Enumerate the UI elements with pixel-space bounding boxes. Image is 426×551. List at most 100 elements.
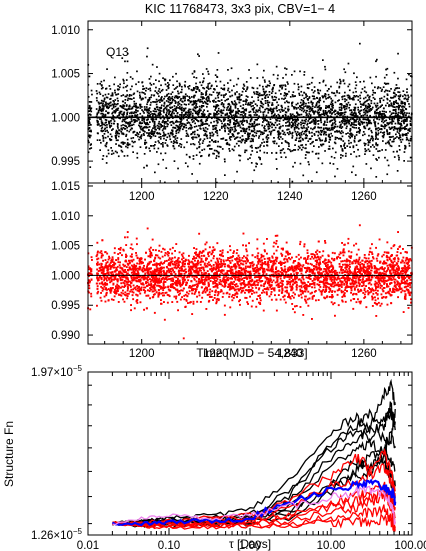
- data-point: [230, 295, 233, 298]
- data-point: [244, 141, 246, 144]
- data-point: [233, 145, 236, 148]
- data-point: [307, 115, 310, 117]
- data-point: [164, 276, 167, 279]
- data-point: [181, 283, 183, 286]
- data-point: [383, 131, 386, 134]
- data-point: [261, 124, 264, 127]
- data-point: [246, 134, 249, 136]
- data-point: [110, 120, 112, 122]
- data-point: [347, 62, 350, 65]
- data-point: [238, 259, 241, 261]
- data-point: [149, 121, 151, 123]
- data-point: [109, 139, 112, 142]
- data-point: [389, 138, 391, 141]
- data-point: [256, 151, 258, 153]
- data-point: [239, 159, 241, 162]
- data-point: [168, 134, 171, 137]
- data-point: [111, 260, 114, 263]
- data-point: [192, 158, 195, 160]
- data-point: [180, 125, 182, 128]
- data-point: [164, 127, 167, 130]
- data-point: [364, 106, 367, 108]
- data-point: [166, 136, 169, 139]
- data-point: [330, 128, 333, 131]
- data-point: [311, 89, 313, 91]
- data-point: [266, 120, 268, 122]
- data-point: [278, 145, 280, 147]
- data-point: [343, 142, 346, 145]
- data-point: [401, 108, 404, 110]
- data-point: [263, 132, 265, 134]
- data-point: [151, 129, 153, 131]
- data-point: [350, 255, 353, 258]
- data-point: [352, 109, 355, 111]
- data-point: [388, 132, 391, 134]
- data-point: [136, 294, 139, 297]
- data-point: [396, 263, 399, 265]
- data-point: [300, 104, 303, 106]
- data-point: [219, 110, 221, 113]
- data-point: [295, 126, 297, 128]
- data-point: [402, 112, 404, 115]
- data-point: [366, 124, 368, 127]
- data-point: [162, 109, 165, 112]
- data-point: [301, 137, 304, 140]
- data-point: [356, 131, 358, 134]
- data-point: [326, 121, 329, 123]
- data-point: [205, 98, 208, 100]
- data-point: [130, 94, 133, 97]
- data-point: [128, 143, 131, 146]
- data-point: [176, 291, 179, 294]
- data-point: [248, 289, 251, 292]
- data-point: [145, 89, 147, 92]
- data-point: [400, 108, 402, 111]
- data-point: [193, 101, 195, 103]
- data-point: [226, 270, 229, 272]
- data-point: [177, 131, 180, 134]
- data-point: [227, 259, 229, 261]
- data-point: [200, 96, 203, 98]
- data-point: [142, 92, 145, 94]
- data-point: [239, 299, 241, 301]
- data-point: [136, 90, 139, 93]
- data-point: [159, 133, 162, 136]
- data-point: [315, 102, 318, 104]
- data-point: [285, 114, 287, 117]
- data-point: [367, 141, 370, 144]
- data-point: [354, 262, 357, 265]
- data-point: [291, 117, 294, 120]
- data-point: [252, 105, 254, 107]
- data-point: [204, 101, 207, 104]
- data-point: [188, 85, 191, 87]
- data-point: [288, 145, 290, 147]
- data-point: [287, 276, 290, 278]
- data-point: [268, 295, 271, 298]
- data-point: [214, 109, 216, 111]
- data-point: [352, 145, 355, 147]
- data-point: [316, 100, 319, 103]
- data-point: [340, 286, 343, 288]
- data-point: [134, 120, 136, 123]
- data-point: [399, 104, 401, 107]
- data-point: [325, 131, 327, 133]
- data-point: [401, 101, 404, 103]
- data-point: [312, 111, 314, 113]
- data-point: [162, 77, 164, 79]
- data-point: [183, 107, 185, 110]
- data-point: [232, 133, 235, 136]
- data-point: [352, 123, 355, 126]
- data-point: [181, 289, 184, 292]
- data-point: [124, 102, 126, 104]
- data-point: [189, 156, 191, 159]
- data-point: [380, 293, 383, 296]
- data-point: [293, 95, 295, 98]
- data-point: [297, 122, 300, 125]
- data-point: [149, 135, 151, 137]
- data-point: [213, 113, 216, 116]
- data-point: [313, 133, 316, 135]
- data-point: [205, 97, 208, 99]
- data-point: [369, 119, 371, 122]
- data-point: [278, 123, 281, 125]
- data-point: [301, 130, 304, 133]
- data-point: [383, 107, 385, 110]
